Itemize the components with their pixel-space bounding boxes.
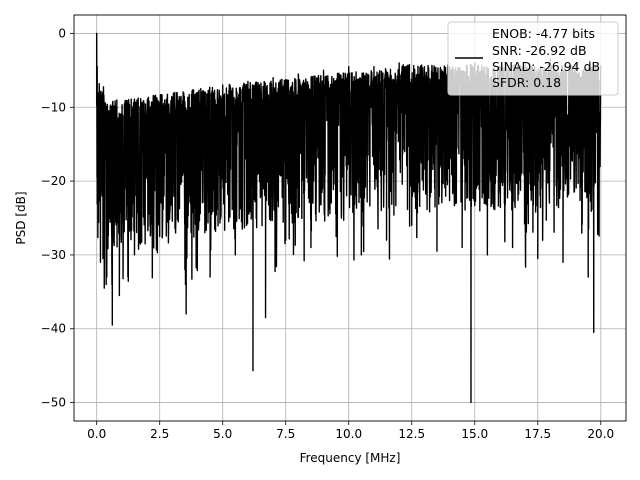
x-tick-label: 10.0 bbox=[335, 427, 362, 441]
x-tick-label: 5.0 bbox=[213, 427, 232, 441]
legend-entry-sinad: SINAD: -26.94 dB bbox=[492, 59, 600, 74]
x-tick-label: 0.0 bbox=[87, 427, 106, 441]
y-axis-label: PSD [dB] bbox=[14, 191, 28, 244]
legend-entry-snr: SNR: -26.92 dB bbox=[492, 43, 587, 58]
x-tick-label: 12.5 bbox=[398, 427, 425, 441]
y-tick-label: −50 bbox=[41, 396, 66, 410]
legend-entry-enob: ENOB: -4.77 bits bbox=[492, 26, 595, 41]
y-tick-label: 0 bbox=[58, 26, 66, 40]
psd-trace bbox=[95, 32, 602, 404]
x-tick-label: 2.5 bbox=[150, 427, 169, 441]
psd-series-line bbox=[95, 32, 602, 404]
y-tick-label: −40 bbox=[41, 322, 66, 336]
x-tick-label: 20.0 bbox=[587, 427, 614, 441]
y-tick-label: −30 bbox=[41, 248, 66, 262]
y-tick-label: −20 bbox=[41, 174, 66, 188]
y-axis-ticks: 0 −10 −20 −30 −40 −50 bbox=[41, 26, 74, 410]
x-tick-label: 7.5 bbox=[276, 427, 295, 441]
legend-entry-sfdr: SFDR: 0.18 bbox=[492, 75, 561, 90]
plot-frame bbox=[73, 14, 627, 422]
legend-box bbox=[447, 21, 619, 96]
x-axis-label: Frequency [MHz] bbox=[300, 451, 401, 465]
legend: ENOB: -4.77 bits SNR: -26.92 dB SINAD: -… bbox=[447, 21, 619, 96]
x-tick-label: 15.0 bbox=[461, 427, 488, 441]
x-tick-label: 17.5 bbox=[524, 427, 551, 441]
y-tick-label: −10 bbox=[41, 100, 66, 114]
x-axis-ticks: 0.0 2.5 5.0 7.5 10.0 12.5 15.0 17.5 20.0 bbox=[87, 421, 614, 441]
